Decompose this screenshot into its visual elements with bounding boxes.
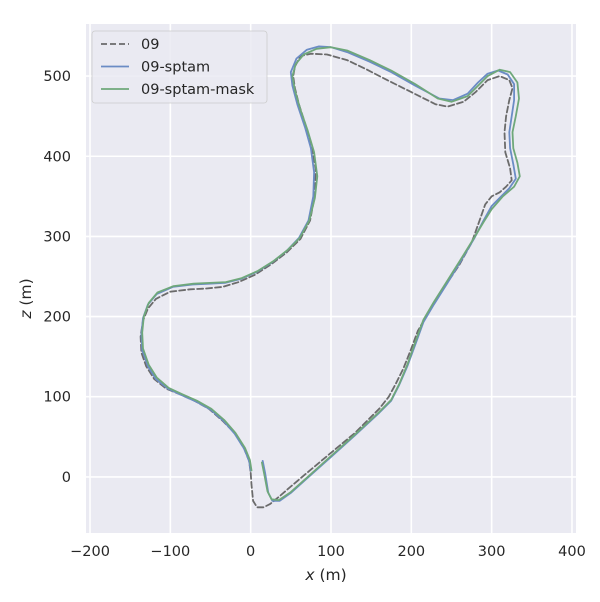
- series-layer: [139, 45, 521, 509]
- x-tick-label: −100: [150, 544, 190, 560]
- x-tick-label: 200: [397, 544, 425, 560]
- y-tick-label: 100: [43, 390, 71, 406]
- y-tick-label: 300: [43, 229, 71, 245]
- legend-label-09-sptam-mask: 09-sptam-mask: [141, 82, 255, 98]
- x-tick-label: −200: [70, 544, 110, 560]
- y-axis-ticks: 0 100 200 300 400 500: [43, 69, 71, 486]
- legend-label-09: 09: [141, 37, 159, 53]
- series-line-09: [139, 52, 514, 509]
- x-axis-label: x (m): [304, 566, 346, 584]
- x-tick-label: 400: [558, 544, 586, 560]
- y-tick-label: 500: [43, 69, 71, 85]
- y-tick-label: 200: [43, 310, 71, 326]
- x-tick-label: 100: [317, 544, 345, 560]
- y-tick-label: 400: [43, 149, 71, 165]
- y-tick-label: 0: [62, 470, 71, 486]
- x-tick-label: 300: [478, 544, 506, 560]
- legend-box: [91, 30, 268, 104]
- legend-label-09-sptam: 09-sptam: [141, 60, 210, 76]
- legend: 09 09-sptam 09-sptam-mask: [91, 30, 268, 104]
- y-axis-label: z (m): [17, 278, 35, 319]
- series-line-09-sptam-mask: [141, 46, 521, 501]
- x-tick-label: 0: [246, 544, 255, 560]
- x-axis-ticks: −200 −100 0 100 200 300 400: [70, 544, 586, 560]
